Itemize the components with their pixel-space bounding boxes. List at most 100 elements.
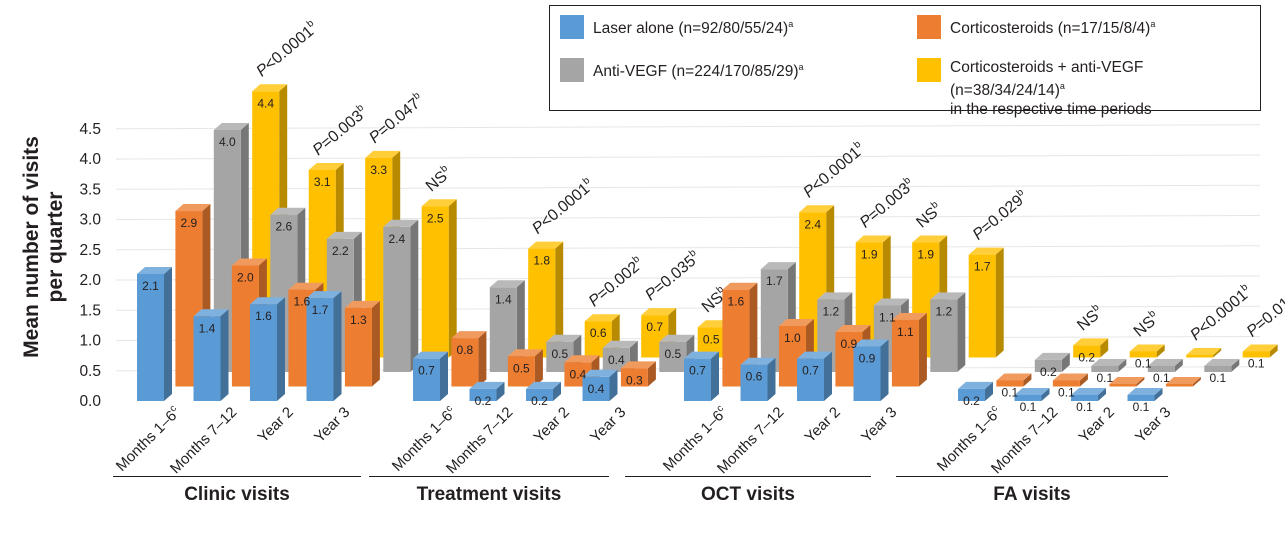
bar-top: [250, 297, 285, 305]
bar-top: [469, 381, 505, 389]
legend-swatch-laser: [560, 15, 584, 39]
bar-front: [740, 364, 768, 401]
bar-side: [1100, 338, 1109, 358]
x-tick-label: Year 3: [858, 404, 900, 446]
gridline: [115, 154, 1261, 160]
legend-swatch-corticosteroids: [917, 15, 941, 39]
bar-side: [478, 331, 487, 387]
data-label: 0.6: [590, 326, 607, 340]
bar-top: [421, 199, 457, 207]
bar: [1147, 358, 1183, 372]
data-label: 0.5: [551, 347, 568, 361]
bar-front: [1204, 365, 1232, 372]
bar-side: [1213, 348, 1222, 358]
bar-top: [659, 334, 695, 342]
data-label: 0.6: [746, 370, 763, 384]
bar: [853, 339, 889, 401]
data-label: 2.0: [237, 271, 254, 285]
data-label: 0.1: [1058, 385, 1075, 399]
data-label: 0.4: [570, 367, 587, 381]
data-label: 1.2: [935, 304, 952, 318]
bar-front: [507, 356, 535, 387]
bar-front: [250, 304, 277, 401]
legend-label-corticosteroids: Corticosteroids (n=17/15/8/4)a: [950, 19, 1156, 38]
x-tick-label: Months 7–12: [714, 404, 787, 477]
group-title-oct: OCT visits: [701, 484, 795, 505]
bar-front: [526, 388, 553, 401]
bar-top: [1129, 344, 1165, 352]
bar-side: [1098, 387, 1106, 401]
bar: [1127, 387, 1163, 401]
y-tick-label: 0.0: [79, 393, 101, 410]
group-2: [684, 205, 1004, 401]
p-value-annotation: P=0.003b: [309, 102, 372, 159]
data-label: 0.1: [1076, 400, 1093, 414]
x-tick-label: Year 3: [587, 404, 629, 446]
bar-front: [413, 358, 440, 401]
bar-top: [526, 381, 561, 389]
bar-top: [930, 292, 966, 300]
bar-top: [1109, 377, 1145, 384]
bar-side: [555, 241, 564, 358]
bar-top: [853, 339, 889, 347]
bar: [1073, 338, 1109, 358]
data-label: 3.3: [370, 163, 387, 177]
gridline: [115, 245, 1261, 251]
bar-side: [824, 351, 832, 401]
group-underline-fa: [896, 476, 1168, 477]
bar: [469, 381, 505, 401]
bar-top: [641, 308, 677, 316]
bar-top: [996, 373, 1032, 381]
bar-top: [308, 162, 344, 170]
p-value-annotation: P=0.035b: [641, 247, 704, 304]
bar: [1052, 373, 1088, 387]
data-label: 0.9: [859, 352, 876, 366]
bar: [421, 199, 457, 358]
p-value-annotation: P<0.0001b: [1186, 281, 1256, 344]
bar: [996, 373, 1032, 387]
gridline: [115, 275, 1261, 281]
legend-item-laser: Laser alone (n=92/80/55/24)a: [560, 15, 793, 39]
bar-top: [799, 205, 835, 213]
bar-top: [306, 291, 342, 299]
p-value-annotation: P<0.0001b: [252, 18, 322, 81]
data-label: 1.1: [897, 325, 914, 339]
bar-front: [1109, 384, 1137, 387]
data-label: 2.4: [388, 232, 405, 246]
data-label: 1.3: [350, 313, 367, 327]
bar-top: [584, 314, 620, 322]
bar-top: [270, 207, 306, 215]
data-label: 0.1: [1153, 371, 1170, 385]
x-tick-label: Year 2: [531, 404, 573, 446]
y-tick-label: 2.5: [79, 242, 101, 259]
bar-top: [1073, 338, 1109, 346]
data-label: 0.1: [1133, 400, 1150, 414]
bar-top: [873, 298, 909, 306]
y-tick-label: 4.5: [79, 121, 101, 138]
bar-top: [1034, 352, 1070, 360]
bar-side: [371, 300, 380, 387]
bar-front: [853, 346, 881, 401]
p-value-annotation: P=0.002b: [585, 253, 648, 310]
bar: [344, 300, 380, 387]
bar: [891, 312, 927, 387]
bar-side: [995, 247, 1004, 358]
p-value-annotation: NSb: [912, 199, 946, 232]
bar-top: [760, 262, 796, 270]
bar: [1165, 377, 1201, 387]
bar-top: [213, 123, 249, 130]
data-label: 0.4: [588, 382, 605, 396]
bar-top: [231, 258, 267, 266]
data-label: 0.8: [457, 343, 474, 357]
bar-top: [778, 319, 814, 326]
bar-front: [797, 358, 824, 401]
bar-top: [252, 84, 288, 92]
bar-side: [277, 297, 285, 401]
p-value-annotation: P=0.018b: [1243, 283, 1285, 340]
bar-top: [797, 351, 832, 359]
bar-front: [1127, 394, 1155, 401]
group-title-treatment: Treatment visits: [416, 484, 562, 505]
data-label: 1.4: [495, 292, 512, 306]
bar-top: [365, 150, 401, 158]
